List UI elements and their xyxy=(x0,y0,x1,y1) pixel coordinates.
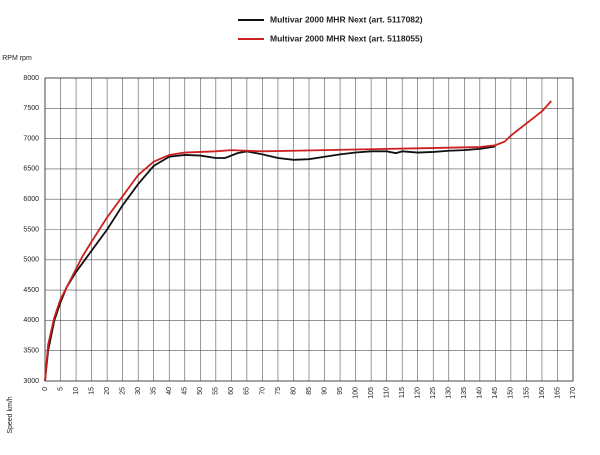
y-tick-label: 7500 xyxy=(23,105,39,112)
x-tick-label: 75 xyxy=(275,387,282,395)
x-tick-label: 95 xyxy=(337,387,344,395)
plot-frame xyxy=(44,77,574,382)
y-tick-label: 6500 xyxy=(23,166,39,173)
x-tick-label: 140 xyxy=(477,387,484,399)
x-tick-label: 15 xyxy=(88,387,95,395)
y-tick-label: 4000 xyxy=(23,317,39,324)
x-tick-label: 65 xyxy=(244,387,251,395)
y-axis-label: RPM rpm xyxy=(2,55,32,62)
x-tick-label: 55 xyxy=(213,387,220,395)
x-tick-label: 145 xyxy=(492,387,499,399)
x-tick-label: 155 xyxy=(523,387,530,399)
x-tick-label: 80 xyxy=(290,387,297,395)
x-tick-label: 170 xyxy=(570,387,577,399)
x-tick-label: 150 xyxy=(508,387,515,399)
y-tick-label: 5500 xyxy=(23,226,39,233)
x-tick-label: 10 xyxy=(73,387,80,395)
x-axis-label: Speed km/h xyxy=(7,396,14,433)
x-tick-label: 125 xyxy=(430,387,437,399)
x-tick-label: 100 xyxy=(352,387,359,399)
x-tick-label: 105 xyxy=(368,387,375,399)
x-tick-label: 90 xyxy=(321,387,328,395)
x-tick-label: 45 xyxy=(182,387,189,395)
y-tick-label: 8000 xyxy=(23,75,39,82)
x-tick-label: 5 xyxy=(57,387,64,391)
x-tick-label: 135 xyxy=(461,387,468,399)
x-tick-label: 130 xyxy=(446,387,453,399)
x-tick-label: 85 xyxy=(306,387,313,395)
x-tick-label: 120 xyxy=(415,387,422,399)
y-tick-label: 7000 xyxy=(23,135,39,142)
x-tick-label: 50 xyxy=(197,387,204,395)
x-tick-label: 25 xyxy=(119,387,126,395)
series-line xyxy=(44,145,496,382)
x-tick-label: 35 xyxy=(151,387,158,395)
x-tick-label: 30 xyxy=(135,387,142,395)
x-tick-label: 165 xyxy=(554,387,561,399)
y-tick-label: 4500 xyxy=(23,287,39,294)
y-tick-label: 3500 xyxy=(23,348,39,355)
x-tick-label: 40 xyxy=(166,387,173,395)
x-tick-label: 70 xyxy=(259,387,266,395)
y-tick-label: 6000 xyxy=(23,196,39,203)
x-tick-label: 0 xyxy=(42,387,49,391)
x-tick-label: 115 xyxy=(399,387,406,398)
y-tick-label: 5000 xyxy=(23,257,39,264)
x-tick-label: 60 xyxy=(228,387,235,395)
x-tick-label: 110 xyxy=(383,387,390,398)
x-tick-label: 20 xyxy=(104,387,111,395)
x-tick-label: 160 xyxy=(539,387,546,399)
y-tick-label: 3000 xyxy=(23,378,39,385)
legend-label: Multivar 2000 MHR Next (art. 5118055) xyxy=(270,33,423,43)
legend: Multivar 2000 MHR Next (art. 5117082) Mul… xyxy=(238,14,423,43)
legend-label: Multivar 2000 MHR Next (art. 5117082) xyxy=(270,14,423,24)
series-line xyxy=(44,100,552,382)
